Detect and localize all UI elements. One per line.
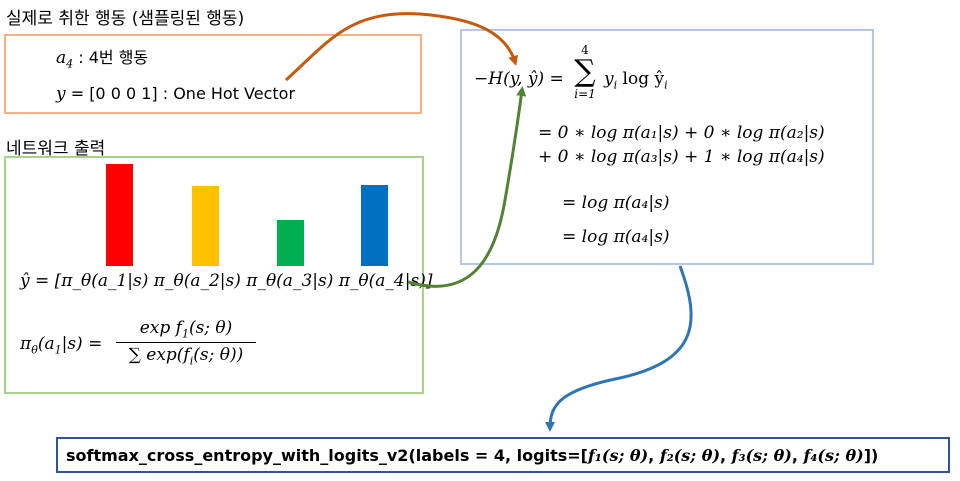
bar-label-1: π_θ(a_1|s)	[61, 271, 154, 291]
blue-arrow	[545, 265, 693, 432]
frac-num-sub: 1	[181, 327, 189, 341]
sum-sign: ∑	[574, 54, 596, 89]
frac-den-end: (s; θ))	[193, 345, 244, 366]
sum-y-sub: i	[613, 78, 618, 92]
yhat-line: ŷ = [π_θ(a_1|s) π_θ(a_2|s) π_θ(a_3|s) π_…	[20, 271, 432, 291]
probability-bar-4	[360, 185, 388, 266]
actual-action-box: a4 : 4번 행동 y = [0 0 0 1] : One Hot Vecto…	[4, 34, 422, 114]
frac-den-sub: i	[189, 354, 194, 368]
action-symbol: a	[56, 48, 67, 68]
code-prefix: softmax_cross_entropy_with_logits_v2(lab…	[66, 446, 588, 465]
expansion-line-1: = 0 ∗ log π(a₁|s) + 0 ∗ log π(a₂|s)	[538, 123, 825, 143]
sum-bottom: i=1	[574, 87, 596, 101]
code-suffix: ])	[863, 446, 879, 465]
actual-action-heading: 실제로 취한 행동 (샘플링된 행동)	[6, 9, 245, 29]
bar-label-4: π_θ(a_4|s)	[338, 271, 426, 291]
pi-lhs-sub: θ	[31, 343, 38, 357]
pi-arg-end: |s) =	[61, 334, 103, 354]
action-line: a4 : 4번 행동	[56, 44, 148, 70]
fraction-denominator: ∑ exp(fi(s; θ))	[116, 343, 256, 367]
code-f2: f₂(s; θ)	[659, 446, 721, 465]
tf-function-call: softmax_cross_entropy_with_logits_v2(lab…	[66, 446, 878, 465]
code-f4: f₄(s; θ)	[803, 446, 864, 465]
summation: 4 ∑ i=1	[572, 43, 598, 101]
probability-bar-2	[191, 186, 219, 266]
pi-arg-sub: 1	[54, 343, 62, 357]
code-f1: f₁(s; θ)	[587, 446, 649, 465]
frac-den: ∑ exp(f	[128, 345, 190, 366]
fraction-numerator: exp f1(s; θ)	[116, 318, 256, 344]
one-hot-line: y = [0 0 0 1] : One Hot Vector	[56, 84, 295, 104]
sum-log-sub: i	[664, 78, 668, 92]
softmax-formula: πθ(a1|s) =	[20, 334, 102, 356]
code-sep-1: ,	[648, 446, 660, 465]
action-desc: : 4번 행동	[73, 48, 149, 67]
network-output-box: ŷ = [π_θ(a_1|s) π_θ(a_2|s) π_θ(a_3|s) π_…	[4, 156, 432, 394]
sum-log: log ŷ	[617, 69, 665, 89]
yhat-prefix: ŷ = [	[20, 271, 62, 291]
cross-entropy-box: −H(y, ŷ) = 4 ∑ i=1 yi log ŷi = 0 ∗ log π…	[460, 29, 874, 265]
probability-bar-3	[276, 220, 304, 266]
frac-num: exp f	[139, 318, 182, 338]
bar-label-3: π_θ(a_3|s)	[246, 271, 339, 291]
code-sep-3: ,	[791, 446, 804, 465]
bar-labels: π_θ(a_1|s) π_θ(a_2|s) π_θ(a_3|s) π_θ(a_4…	[61, 271, 426, 291]
result-line-2: = log π(a₄|s)	[562, 227, 670, 247]
code-f3: f₃(s; θ)	[731, 446, 792, 465]
pi-arg: (a	[37, 334, 55, 354]
softmax-fraction: exp f1(s; θ) ∑ exp(fi(s; θ))	[116, 318, 256, 368]
pi-lhs: π	[20, 334, 32, 354]
entropy-lhs: −H(y, ŷ) =	[474, 69, 564, 89]
frac-num-end: (s; θ)	[188, 318, 233, 338]
code-sep-2: ,	[720, 446, 732, 465]
y-symbol: y	[56, 84, 66, 104]
action-subscript: 4	[66, 57, 74, 71]
yhat-suffix: ]	[425, 271, 433, 291]
y-value: = [0 0 0 1] : One Hot Vector	[65, 84, 296, 103]
result-line-1: = log π(a₄|s)	[562, 193, 670, 213]
network-output-heading: 네트워크 출력	[6, 139, 106, 159]
expansion-line-2: + 0 ∗ log π(a₃|s) + 1 ∗ log π(a₄|s)	[538, 147, 825, 167]
tf-function-box: softmax_cross_entropy_with_logits_v2(lab…	[56, 437, 950, 473]
probability-bar-1	[105, 164, 133, 266]
sum-top: 4	[581, 43, 589, 57]
sum-y: y	[604, 69, 614, 89]
bar-label-2: π_θ(a_2|s)	[153, 271, 247, 291]
sum-body: yi log ŷi	[604, 69, 668, 91]
